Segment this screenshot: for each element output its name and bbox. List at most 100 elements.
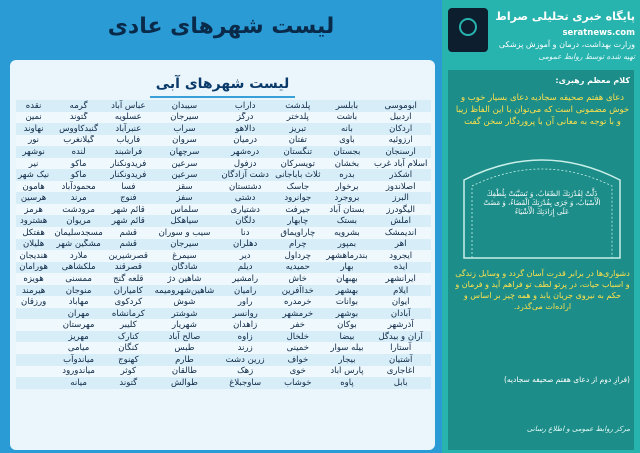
city-cell: درگز xyxy=(218,111,273,124)
city-cell: بستان آباد xyxy=(323,203,371,216)
city-cell: شوشتر xyxy=(150,307,219,320)
city-cell: دشتیاری xyxy=(218,203,273,216)
city-cell: ایوان xyxy=(370,296,431,308)
city-cell: قشم xyxy=(106,238,151,251)
city-cell: کنگان xyxy=(106,342,151,355)
city-cell: قائم شهر xyxy=(106,203,151,216)
table-row: آبادان بوشهر خرمشهر روانسر شوشتر کرمانشاه مهرا… xyxy=(16,307,431,320)
city-cell: گنبدکاووس xyxy=(51,123,107,135)
city-cell: جاسک xyxy=(272,180,324,193)
city-cell: طالقان xyxy=(150,365,219,378)
city-cell: میانه xyxy=(51,377,107,389)
city-cell: سیب و سوران xyxy=(150,227,219,239)
table-row: آشتیان بیجار خواف زرین دشت طارم کهنوج میاندوآب xyxy=(16,354,431,366)
city-cell: نور xyxy=(16,134,52,147)
city-cell: ایرانشهر xyxy=(370,273,431,285)
city-cell: البرز xyxy=(370,192,431,204)
city-cell: فاریاب xyxy=(106,134,151,147)
city-cell: خداآفرین xyxy=(272,284,324,297)
city-cell: فریدونکنار xyxy=(106,169,151,181)
table-row: اصلاندوز برخوار جاسک دشتستان سقز فسا محمودآباد… xyxy=(16,180,431,193)
city-cell: گتوند xyxy=(51,111,107,124)
city-cell: اندیمشک xyxy=(370,227,431,239)
city-cell: زرین دشت xyxy=(218,354,273,366)
source-text: (فرازِ دوم از دعای هفتم صحیفه سجادیه) xyxy=(503,375,630,384)
city-cell: باشت xyxy=(323,111,371,124)
city-cell: زهک xyxy=(218,365,273,378)
city-cell: آشتیان xyxy=(370,354,431,366)
city-cell: رامیان xyxy=(218,284,273,297)
city-cell: سیاهکل xyxy=(150,215,219,228)
city-cell: آستارا xyxy=(370,342,431,355)
city-cell: اهر xyxy=(370,238,431,251)
city-cell: پاوه xyxy=(323,377,371,389)
city-cell: قلعه گنج xyxy=(106,273,151,285)
city-cell: میاندورود xyxy=(51,365,107,378)
city-cell xyxy=(16,307,52,320)
city-cell: الیگودرز xyxy=(370,203,431,216)
city-cell: شهریار xyxy=(150,319,219,331)
city-cell: دیلم xyxy=(218,261,273,274)
city-cell: خوشاب xyxy=(272,377,324,389)
city-cell: بخشان xyxy=(323,157,371,170)
city-cell: خاش xyxy=(272,273,324,285)
table-row: املش بستک چابهار دلگان سیاهکل قائم شهر مریوان ه… xyxy=(16,215,431,228)
city-cell: عنبرآباد xyxy=(106,123,151,135)
city-cell: آبادان xyxy=(370,307,431,320)
table-row: اردکان بانه تبریز دالاهو سراب عنبرآباد گنبدکاو… xyxy=(16,123,431,135)
city-cell: ارسنجان xyxy=(370,146,431,158)
city-cell: املش xyxy=(370,215,431,228)
city-cell: زرند xyxy=(218,342,273,355)
city-cell: بهشهر xyxy=(323,284,371,297)
city-cell: قشم xyxy=(106,227,151,239)
city-cell: سیرجان xyxy=(150,111,219,124)
city-cell: مسجدسلیمان xyxy=(51,227,107,239)
city-cell: چرام xyxy=(272,238,324,251)
city-cell: بندرماهشهر xyxy=(323,250,371,262)
city-cell: کنارک xyxy=(106,330,151,343)
city-cell: بوکان xyxy=(323,319,371,331)
table-row: ارسنجان بجستان تنگستان دره‌شهر سرچهان فراشبند… xyxy=(16,146,431,158)
table-row: ایوان بوانات خرمدره راور شوش کردکوی مهاباد ورزق… xyxy=(16,296,431,308)
city-cell: هلیلان xyxy=(16,238,52,251)
city-cell: آذرشهر xyxy=(370,319,431,331)
city-cell: مرودشت xyxy=(51,203,107,216)
city-cell: خمینی xyxy=(272,342,324,355)
city-cell: ملکشاهی xyxy=(51,261,107,274)
city-cell: ساوجبلاغ xyxy=(218,377,273,389)
table-row: ایلام بهشهر خداآفرین رامیان شاهین‌شهرومیمه کا… xyxy=(16,284,431,297)
table-row: ایذه بهار حمیدیه دیلم شادگان قصرقند ملکشاهی هور… xyxy=(16,261,431,274)
city-cell: اشکذر xyxy=(370,169,431,181)
city-cell xyxy=(16,354,52,366)
quote-panel xyxy=(448,70,634,450)
city-cell: پارس آباد xyxy=(323,365,371,378)
page-title: لیست شهرهای عادی xyxy=(107,14,335,39)
city-cell: تفتان xyxy=(272,134,324,147)
city-cell: بهبهان xyxy=(323,273,371,285)
city-cell: قائم شهر xyxy=(106,215,151,228)
card-title: لیست شهرهای آبی xyxy=(155,76,290,92)
city-cell: بمپور xyxy=(323,238,371,251)
city-cell: رامشیر xyxy=(218,273,273,285)
city-cell: سیمرغ xyxy=(150,250,219,262)
city-cell: منوجان xyxy=(51,284,107,297)
city-cell: طبس xyxy=(150,342,219,355)
title-underline xyxy=(150,96,295,98)
city-cell: سقز xyxy=(150,180,219,193)
city-cell: مریوان xyxy=(51,215,107,228)
city-cell: طوالش xyxy=(150,377,219,389)
city-cell: نمین xyxy=(16,111,52,124)
city-cell: سیبدان xyxy=(150,100,219,112)
logo-icon xyxy=(459,18,477,36)
city-cell: ملارد xyxy=(51,250,107,262)
city-cell: هامون xyxy=(16,180,52,193)
city-cell: اسلام آباد غرب xyxy=(370,157,431,170)
city-cell: بابلسر xyxy=(323,100,371,112)
quote-heading: کلام معظم رهبری: xyxy=(555,76,630,85)
city-cell: ممسنی xyxy=(51,273,107,285)
city-cell: سرچهان xyxy=(150,146,219,158)
social-handle[interactable]: seratnews.com xyxy=(562,28,635,38)
city-cell: سروان xyxy=(150,134,219,147)
city-cell: ابوموسی xyxy=(370,100,431,112)
city-cell: نیک شهر xyxy=(16,169,52,181)
